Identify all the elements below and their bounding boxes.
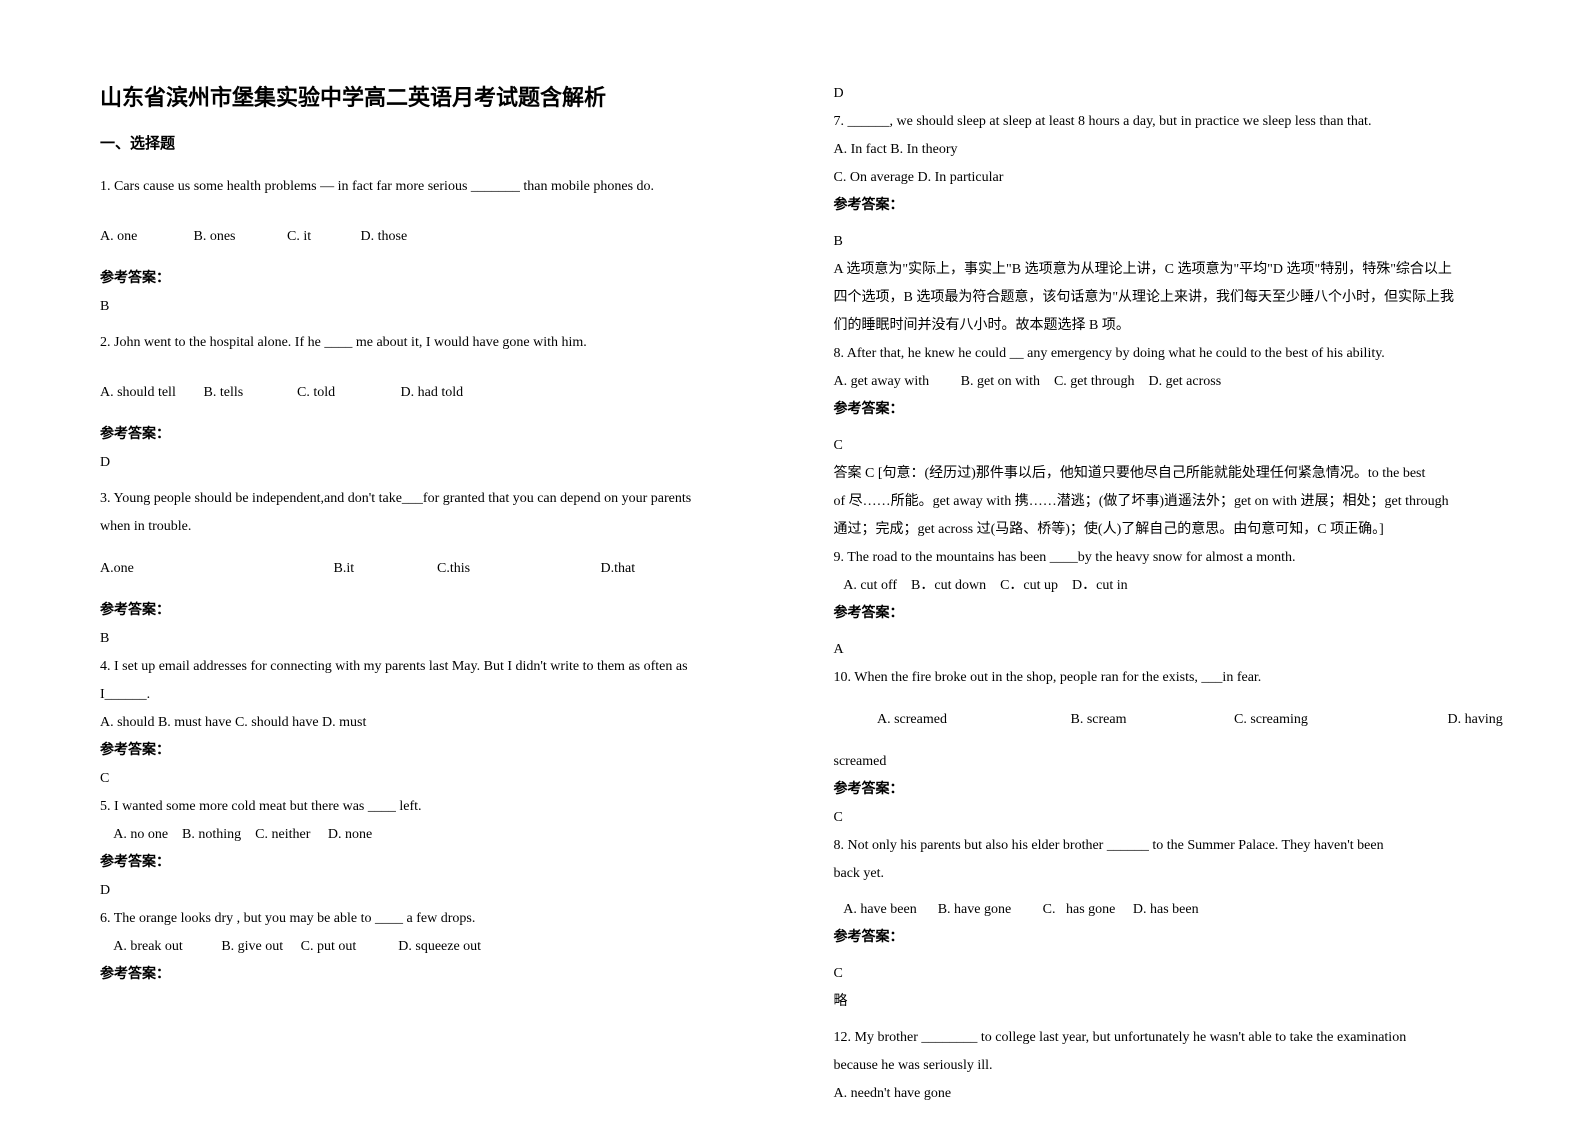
q8-exp-2: of 尽……所能。get away with 携……潜逃；(做了坏事)逍遥法外；… [834, 488, 1508, 516]
q3-answer: B [100, 625, 774, 653]
q5-options: A. no one B. nothing C. neither D. none [100, 821, 774, 849]
q3-stem-1: 3. Young people should be independent,an… [100, 485, 774, 513]
q10-options: A. screamed B. scream C. screaming D. ha… [834, 706, 1508, 734]
q5-stem: 5. I wanted some more cold meat but ther… [100, 793, 774, 821]
q1-answer: B [100, 293, 774, 321]
q7-exp-3: 们的睡眠时间并没有八小时。故本题选择 B 项。 [834, 312, 1508, 340]
q5-answer: D [100, 877, 774, 905]
q11-answer: C [834, 960, 1508, 988]
q7-answer: B [834, 228, 1508, 256]
q2-stem: 2. John went to the hospital alone. If h… [100, 329, 774, 357]
q7-exp-2: 四个选项，B 选项最为符合题意，该句话意为"从理论上来讲，我们每天至少睡八个小时… [834, 284, 1508, 312]
q10-stem: 10. When the fire broke out in the shop,… [834, 664, 1508, 692]
answer-label: 参考答案： [834, 924, 1508, 952]
q8-options: A. get away with B. get on with C. get t… [834, 368, 1508, 396]
q1-stem: 1. Cars cause us some health problems — … [100, 173, 774, 201]
q10-answer: C [834, 804, 1508, 832]
q4-options: A. should B. must have C. should have D.… [100, 709, 774, 737]
q11-stem-1: 8. Not only his parents but also his eld… [834, 832, 1508, 860]
q8-stem: 8. After that, he knew he could __ any e… [834, 340, 1508, 368]
q12-stem-2: because he was seriously ill. [834, 1052, 1508, 1080]
q8-answer: C [834, 432, 1508, 460]
section-heading: 一、选择题 [100, 132, 774, 153]
q11-exp: 略 [834, 988, 1508, 1016]
q12-opt-a: A. needn't have gone [834, 1080, 1508, 1108]
q7-exp-1: A 选项意为"实际上，事实上"B 选项意为从理论上讲，C 选项意为"平均"D 选… [834, 256, 1508, 284]
answer-label: 参考答案： [100, 421, 774, 449]
q6-answer: D [834, 80, 1508, 108]
q7-options-2: C. On average D. In particular [834, 164, 1508, 192]
answer-label: 参考答案： [100, 961, 774, 989]
q1-options: A. one B. ones C. it D. those [100, 223, 774, 251]
q12-stem-1: 12. My brother ________ to college last … [834, 1024, 1508, 1052]
answer-label: 参考答案： [100, 265, 774, 293]
q7-stem: 7. ______, we should sleep at sleep at l… [834, 108, 1508, 136]
q4-answer: C [100, 765, 774, 793]
q2-answer: D [100, 449, 774, 477]
answer-label: 参考答案： [834, 776, 1508, 804]
q2-options: A. should tell B. tells C. told D. had t… [100, 379, 774, 407]
q3-options: A.one B.it C.this D.that [100, 555, 774, 583]
q10-opt-d-cont: screamed [834, 748, 1508, 776]
answer-label: 参考答案： [100, 597, 774, 625]
q9-options: A. cut off B．cut down C．cut up D．cut in [834, 572, 1508, 600]
answer-label: 参考答案： [100, 737, 774, 765]
q4-stem-2: I______. [100, 681, 774, 709]
q9-answer: A [834, 636, 1508, 664]
page-title: 山东省滨州市堡集实验中学高二英语月考试题含解析 [100, 80, 774, 112]
answer-label: 参考答案： [834, 600, 1508, 628]
answer-label: 参考答案： [100, 849, 774, 877]
q8-exp-1: 答案 C [句意：(经历过)那件事以后，他知道只要他尽自己所能就能处理任何紧急情… [834, 460, 1508, 488]
answer-label: 参考答案： [834, 396, 1508, 424]
q11-stem-2: back yet. [834, 860, 1508, 888]
q4-stem-1: 4. I set up email addresses for connecti… [100, 653, 774, 681]
q11-options: A. have been B. have gone C. has gone D.… [834, 896, 1508, 924]
q9-stem: 9. The road to the mountains has been __… [834, 544, 1508, 572]
q6-options: A. break out B. give out C. put out D. s… [100, 933, 774, 961]
q7-options-1: A. In fact B. In theory [834, 136, 1508, 164]
q6-stem: 6. The orange looks dry , but you may be… [100, 905, 774, 933]
answer-label: 参考答案： [834, 192, 1508, 220]
q3-stem-2: when in trouble. [100, 513, 774, 541]
q8-exp-3: 通过；完成；get across 过(马路、桥等)；使(人)了解自己的意思。由句… [834, 516, 1508, 544]
